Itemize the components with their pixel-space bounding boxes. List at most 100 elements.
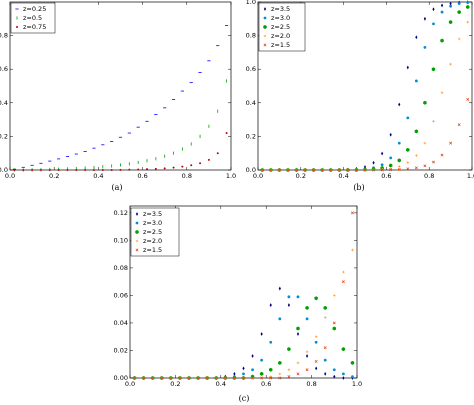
marker bbox=[39, 169, 42, 171]
x-tick-label: 0.4 bbox=[338, 172, 348, 180]
legend-label: z=2.5 bbox=[271, 23, 290, 31]
marker bbox=[346, 168, 350, 172]
legend-label: z=2.5 bbox=[143, 228, 162, 236]
marker bbox=[332, 321, 336, 325]
marker bbox=[314, 335, 318, 339]
marker bbox=[232, 376, 236, 380]
marker bbox=[440, 38, 444, 43]
marker bbox=[57, 169, 60, 171]
legend-marker bbox=[135, 212, 139, 216]
marker bbox=[207, 158, 210, 161]
marker bbox=[440, 3, 444, 8]
marker bbox=[214, 376, 218, 380]
marker bbox=[466, 97, 470, 101]
y-tick-label: 1.0 bbox=[246, 0, 256, 6]
x-tick-label: 0.2 bbox=[296, 172, 306, 180]
marker bbox=[457, 123, 461, 127]
subplot: 0.0 0.2 0.4 0.6 0.8 1.0 0.00 0.02 0.04 0.06 0.08 0.… bbox=[114, 205, 362, 403]
marker bbox=[287, 347, 291, 352]
legend-marker bbox=[263, 43, 267, 47]
marker bbox=[342, 376, 345, 380]
marker bbox=[278, 286, 281, 291]
legend-marker bbox=[135, 239, 139, 243]
marker bbox=[48, 169, 51, 171]
marker bbox=[305, 368, 309, 372]
marker bbox=[406, 116, 410, 120]
marker bbox=[314, 296, 318, 301]
y-tick-label: 0.06 bbox=[114, 291, 128, 299]
marker bbox=[287, 303, 290, 307]
marker bbox=[372, 160, 375, 165]
x-tick-label: 0.2 bbox=[170, 380, 180, 388]
marker bbox=[13, 169, 16, 171]
marker bbox=[351, 248, 354, 252]
marker bbox=[154, 167, 157, 170]
marker bbox=[92, 169, 95, 171]
marker bbox=[341, 372, 345, 376]
marker bbox=[389, 167, 392, 170]
marker bbox=[223, 376, 227, 380]
marker bbox=[372, 168, 376, 172]
marker bbox=[397, 165, 401, 168]
marker bbox=[133, 376, 136, 380]
marker bbox=[333, 374, 336, 379]
marker bbox=[389, 168, 393, 172]
legend-label: z=3.0 bbox=[143, 219, 162, 227]
legend-marker bbox=[263, 34, 267, 38]
marker bbox=[397, 158, 401, 163]
marker bbox=[440, 10, 444, 14]
y-tick-label: 0.2 bbox=[0, 132, 8, 140]
legend-label: z=3.5 bbox=[271, 5, 290, 13]
marker bbox=[423, 16, 427, 21]
marker bbox=[432, 7, 435, 12]
marker bbox=[269, 340, 273, 344]
marker bbox=[225, 132, 228, 135]
marker bbox=[178, 376, 182, 380]
marker bbox=[137, 168, 140, 171]
marker bbox=[251, 368, 254, 372]
marker bbox=[305, 317, 309, 321]
marker bbox=[323, 305, 327, 310]
marker bbox=[305, 350, 309, 354]
x-tick-label: 0.0 bbox=[253, 172, 263, 180]
marker bbox=[423, 164, 427, 168]
marker bbox=[414, 79, 418, 83]
marker bbox=[296, 372, 300, 376]
marker bbox=[406, 161, 410, 164]
marker bbox=[351, 375, 354, 379]
marker bbox=[119, 168, 122, 171]
marker bbox=[296, 332, 300, 336]
marker bbox=[160, 376, 164, 380]
marker bbox=[251, 376, 255, 380]
x-tick-label: 0.8 bbox=[424, 172, 434, 180]
marker bbox=[337, 168, 341, 172]
marker bbox=[314, 360, 318, 363]
marker bbox=[449, 141, 453, 145]
marker bbox=[22, 169, 25, 171]
marker bbox=[242, 372, 245, 376]
marker bbox=[277, 168, 281, 172]
x-tick-label: 0.2 bbox=[49, 172, 59, 180]
marker bbox=[259, 371, 264, 376]
marker bbox=[242, 376, 245, 380]
marker bbox=[406, 65, 409, 70]
legend-label: z=0.25 bbox=[23, 5, 46, 13]
legend-label: z=3.5 bbox=[143, 210, 162, 218]
marker bbox=[323, 316, 327, 319]
legend: z=3.5z=3.0z=2.5z=2.0z=1.5 bbox=[130, 207, 180, 257]
legend-label: z=0.5 bbox=[23, 14, 42, 22]
marker bbox=[305, 354, 309, 358]
marker bbox=[323, 346, 327, 350]
marker bbox=[260, 376, 264, 380]
marker bbox=[320, 168, 324, 172]
marker bbox=[75, 169, 78, 171]
y-tick-label: 0.00 bbox=[114, 374, 128, 382]
marker bbox=[341, 347, 346, 352]
legend-marker bbox=[135, 230, 139, 234]
marker bbox=[146, 168, 149, 171]
legend: z=0.25z=0.5z=0.75 bbox=[10, 2, 56, 34]
marker bbox=[199, 162, 202, 165]
legend-marker bbox=[263, 7, 267, 11]
y-tick-label: 0.6 bbox=[0, 65, 8, 73]
marker bbox=[151, 376, 155, 380]
